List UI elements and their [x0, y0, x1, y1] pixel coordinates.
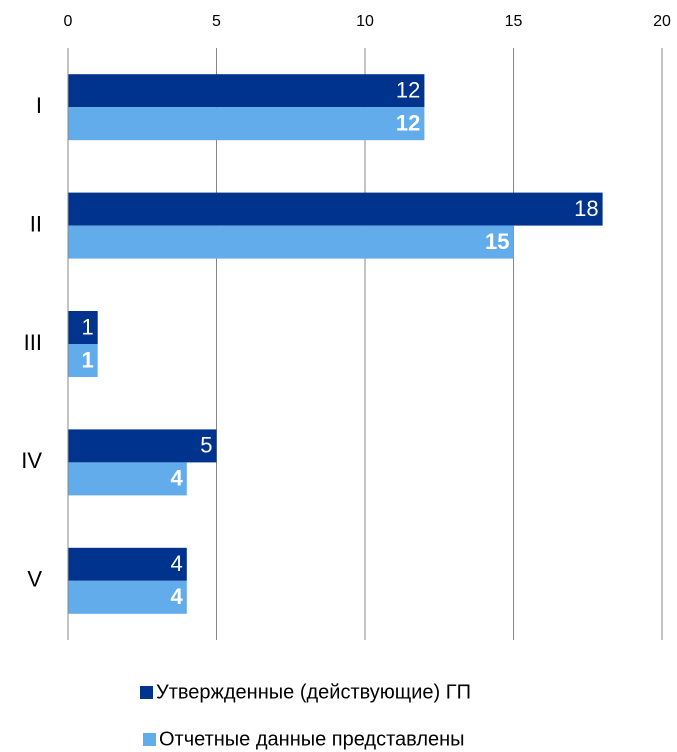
x-tick-label: 15 — [505, 13, 523, 30]
y-tick-label: V — [27, 567, 42, 592]
bar — [68, 225, 514, 259]
data-label: 1 — [81, 347, 93, 372]
y-tick-label: IV — [21, 448, 42, 473]
bar — [68, 311, 98, 344]
x-tick-label: 5 — [212, 13, 221, 30]
bar — [68, 74, 425, 108]
bar — [68, 462, 187, 496]
bar — [68, 192, 603, 226]
x-tick-label: 0 — [64, 13, 73, 30]
y-tick-label: III — [24, 330, 42, 355]
legend-label: Утвержденные (действующие) ГП — [156, 681, 471, 703]
bar — [68, 344, 98, 377]
data-label: 4 — [171, 584, 184, 609]
legend-label: Отчетные данные представлены — [159, 728, 465, 750]
bar — [68, 580, 187, 614]
bar — [68, 547, 187, 581]
bar — [68, 429, 217, 463]
data-label: 4 — [171, 551, 183, 576]
data-label: 1 — [81, 314, 93, 339]
data-label: 15 — [485, 229, 509, 254]
legend-swatch — [143, 733, 156, 746]
y-tick-label: II — [30, 211, 42, 236]
bar — [68, 107, 425, 141]
x-tick-label: 20 — [653, 13, 671, 30]
data-label: 18 — [574, 196, 598, 221]
legend-swatch — [140, 686, 153, 699]
data-label: 5 — [200, 433, 212, 458]
data-label: 12 — [396, 78, 420, 103]
y-tick-label: I — [36, 93, 42, 118]
data-label: 12 — [396, 111, 420, 136]
x-tick-label: 10 — [356, 13, 374, 30]
data-label: 4 — [171, 466, 184, 491]
